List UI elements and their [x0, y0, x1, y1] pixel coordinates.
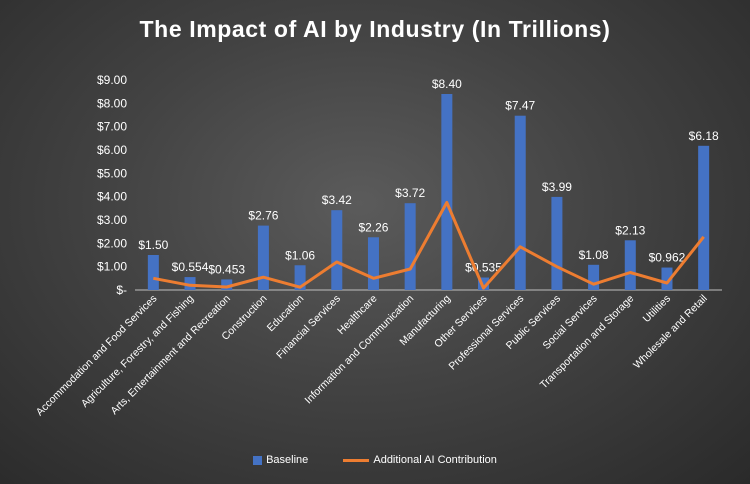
bar-data-label: $3.99	[542, 180, 572, 194]
bar	[331, 210, 343, 290]
y-tick-label: $-	[116, 283, 127, 297]
legend-item-baseline: Baseline	[253, 454, 308, 466]
legend-label-baseline: Baseline	[266, 454, 309, 467]
legend: Baseline Additional AI Contribution	[0, 454, 750, 466]
legend-label-additional-ai-contribution: Additional AI Contribution	[373, 454, 497, 467]
y-tick-label: $8.00	[97, 96, 127, 110]
bar-data-label: $7.47	[505, 99, 535, 113]
x-category-label: Financial Services	[274, 293, 343, 362]
bar-data-label: $2.26	[358, 220, 388, 234]
bar-data-label: $3.72	[395, 186, 425, 200]
bar	[661, 267, 673, 290]
bar	[624, 240, 636, 290]
legend-swatch-additional-ai-contribution	[343, 458, 370, 462]
bar	[478, 277, 490, 290]
bar	[294, 265, 306, 290]
bar-data-label: $0.453	[208, 262, 245, 276]
legend-item-additional-ai-contribution: Additional AI Contribution	[343, 454, 497, 466]
bar-data-label: $1.08	[579, 248, 609, 262]
bar-data-label: $3.42	[322, 193, 352, 207]
bar-data-label: $0.962	[649, 251, 686, 265]
bar	[257, 225, 269, 290]
x-category-label: Utilities	[641, 293, 673, 325]
y-tick-label: $3.00	[97, 213, 127, 227]
y-tick-label: $1.00	[97, 260, 127, 274]
bar-data-label: $8.40	[432, 77, 462, 91]
bar	[147, 255, 159, 290]
x-category-label: Wholesale and Retail	[631, 293, 710, 372]
bar	[404, 203, 416, 290]
y-tick-label: $5.00	[97, 166, 127, 180]
bar-data-label: $1.06	[285, 248, 315, 262]
y-tick-label: $7.00	[97, 120, 127, 134]
y-tick-label: $4.00	[97, 190, 127, 204]
bar	[367, 237, 379, 290]
legend-swatch-baseline	[253, 455, 263, 465]
bar-data-label: $6.18	[689, 129, 719, 143]
bar	[221, 279, 233, 290]
bar	[184, 277, 196, 290]
bar-data-label: $0.554	[172, 260, 209, 274]
bar-data-label: $2.76	[248, 209, 278, 223]
bar	[441, 94, 453, 290]
series-line-additional-ai-contribution	[153, 201, 705, 290]
y-tick-label: $6.00	[97, 143, 127, 157]
bar	[588, 264, 600, 290]
bar	[698, 145, 710, 290]
y-tick-label: $9.00	[97, 73, 127, 87]
bar-data-label: $2.13	[615, 223, 645, 237]
chart-title: The Impact of AI by Industry (In Trillio…	[139, 16, 611, 42]
y-tick-label: $2.00	[97, 236, 127, 250]
bar	[551, 196, 563, 290]
bar-data-label: $1.50	[138, 238, 168, 252]
bar	[514, 115, 526, 290]
